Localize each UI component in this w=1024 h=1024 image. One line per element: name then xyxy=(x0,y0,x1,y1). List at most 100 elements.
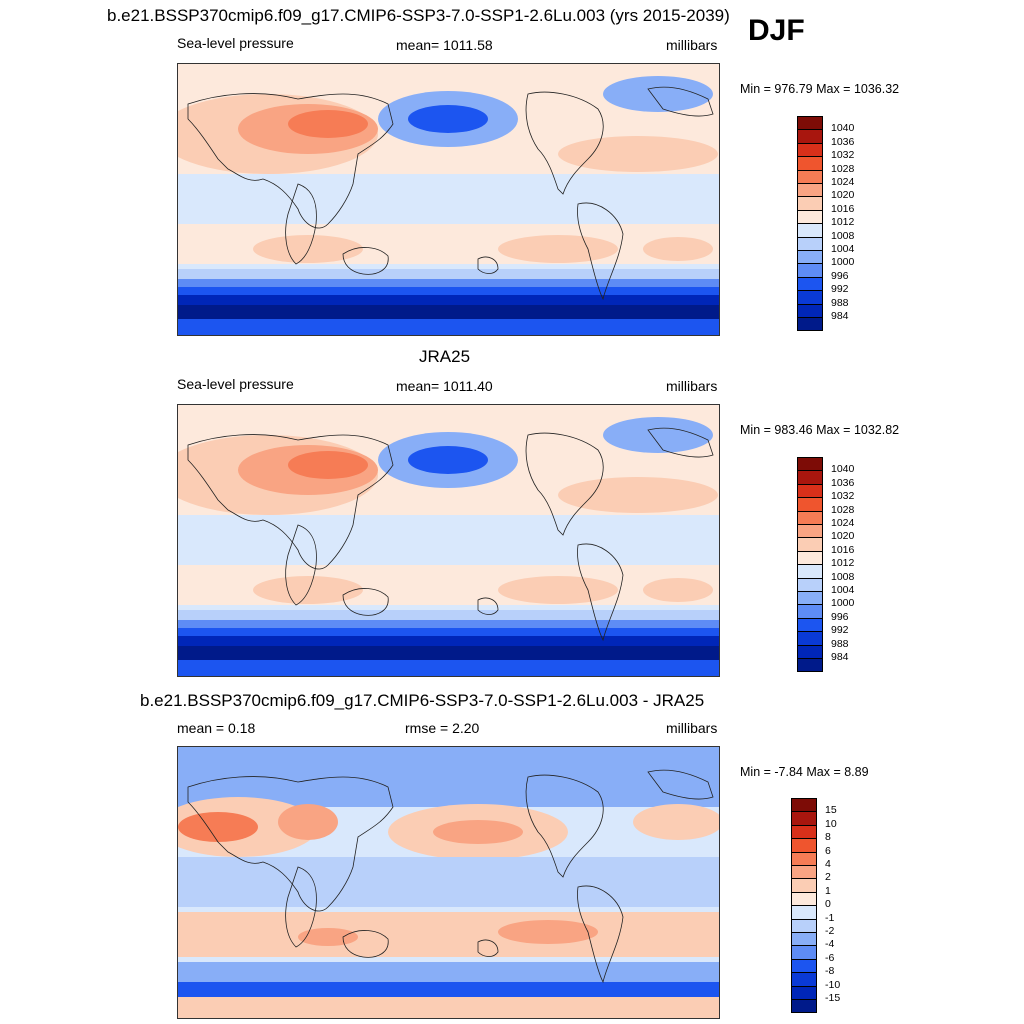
colorbar-tick-label: -15 xyxy=(825,992,841,1004)
colorbar-segment xyxy=(798,250,822,264)
contour-map xyxy=(178,64,719,335)
coastline xyxy=(577,543,624,642)
colorbar-tick-label: 984 xyxy=(831,310,849,322)
colorbar-segment xyxy=(798,497,822,511)
colorbar-tick-label: 8 xyxy=(825,831,831,844)
colorbar-segment xyxy=(792,958,816,973)
colorbar-segment xyxy=(798,183,822,197)
southern-positive-band xyxy=(178,912,719,957)
south-pacific-positive-inner xyxy=(498,920,598,944)
colorbar-segment xyxy=(792,851,816,865)
siberian-high-inner xyxy=(288,451,368,479)
colorbar-segment xyxy=(798,317,822,331)
colorbar-tick-label: 1032 xyxy=(831,490,855,503)
colorbar-segment xyxy=(798,510,822,524)
coastline xyxy=(285,866,317,948)
colorbar-segment xyxy=(798,169,822,183)
colorbar-tick-label: -6 xyxy=(825,951,835,964)
colorbar-segment xyxy=(798,142,822,157)
southern-negative-band xyxy=(178,962,719,982)
coastline xyxy=(647,427,714,458)
coastline xyxy=(525,774,604,878)
colorbar-tick-label: 2 xyxy=(825,871,831,884)
colorbar-tick-label: 0 xyxy=(825,898,831,911)
southern-low-band-4 xyxy=(178,295,719,305)
colorbar-segment xyxy=(792,918,816,932)
colorbar-tick-label: 1032 xyxy=(831,149,855,162)
colorbar-tick-label: 1012 xyxy=(831,216,855,229)
panel-2-units-label: millibars xyxy=(666,378,718,394)
panel-1-mean-label: mean= 1011.58 xyxy=(396,37,493,53)
colorbar-tick-label: -4 xyxy=(825,938,835,951)
colorbar-segment xyxy=(798,577,822,591)
panel-1-minmax: Min = 976.79 Max = 1036.32 xyxy=(740,82,900,96)
colorbar-tick-label: 992 xyxy=(831,624,849,637)
colorbar-segment xyxy=(798,550,822,565)
colorbar-segment xyxy=(798,631,822,645)
colorbar-tick-label: 1004 xyxy=(831,243,855,255)
coastline xyxy=(477,939,499,957)
panel-2-title: JRA25 xyxy=(419,347,471,366)
panel-1-title: b.e21.BSSP370cmip6.f09_g17.CMIP6-SSP3-7.… xyxy=(107,6,730,25)
south-atlantic-high xyxy=(643,237,713,261)
tibet-positive xyxy=(278,804,338,840)
colorbar-segment xyxy=(798,156,822,170)
azores-high xyxy=(558,136,718,172)
colorbar-tick-label: -1 xyxy=(825,911,835,924)
coastline xyxy=(647,86,714,117)
coastline xyxy=(525,432,604,536)
colorbar-tick-label: 1 xyxy=(825,884,831,897)
colorbar-segment xyxy=(792,798,816,812)
colorbar-tick-label: 996 xyxy=(831,610,849,623)
panel-1-units-label: millibars xyxy=(666,37,718,53)
panel-2-mean-label: mean= 1011.40 xyxy=(396,378,493,394)
colorbar-tick-label: 992 xyxy=(831,283,849,296)
colorbar-segment xyxy=(798,617,822,632)
south-indian-positive-inner xyxy=(298,928,358,946)
colorbar-box xyxy=(797,116,823,332)
colorbar-segment xyxy=(792,838,816,852)
colorbar-segment xyxy=(798,457,822,471)
colorbar-tick-label: 996 xyxy=(831,269,849,282)
southern-negative-band-strong xyxy=(178,982,719,997)
southern-low-band-3 xyxy=(178,287,719,295)
north-pacific-positive-inner xyxy=(433,820,523,844)
colorbar-segment xyxy=(792,905,816,919)
icelandic-low xyxy=(603,76,713,112)
colorbar-tick-label: 1016 xyxy=(831,543,855,556)
southern-low-band-5 xyxy=(178,305,719,319)
coastline xyxy=(577,885,624,984)
colorbar-tick-label: 1012 xyxy=(831,557,855,570)
colorbar-tick-label: 1036 xyxy=(831,476,855,489)
colorbar-tick-label: 988 xyxy=(831,637,849,650)
colorbar-tick-label: 6 xyxy=(825,844,831,857)
colorbar-tick-label: 1004 xyxy=(831,584,855,596)
southern-low-band-1 xyxy=(178,269,719,279)
colorbar-tick-label: 1000 xyxy=(831,256,855,269)
north-atlantic-positive xyxy=(633,804,719,840)
colorbar-segment xyxy=(798,290,822,304)
coastline xyxy=(477,597,499,615)
panel-2-minmax: Min = 983.46 Max = 1032.82 xyxy=(740,423,900,437)
southern-low-band-4 xyxy=(178,636,719,646)
coastline xyxy=(187,776,394,912)
colorbar-box xyxy=(791,798,817,1014)
colorbar-tick-label: 1000 xyxy=(831,597,855,610)
colorbar-segment xyxy=(798,564,822,578)
colorbar-tick-label: 4 xyxy=(825,858,831,870)
southern-low-band-2 xyxy=(178,279,719,287)
panel-3-mean-label: mean = 0.18 xyxy=(177,720,256,736)
season-label: DJF xyxy=(748,14,805,47)
colorbar-segment xyxy=(798,470,822,484)
southern-low-band-3 xyxy=(178,628,719,636)
coastline xyxy=(577,202,624,301)
panel-2-variable-label: Sea-level pressure xyxy=(177,376,294,392)
colorbar-segment xyxy=(798,537,822,551)
southern-low-band-1 xyxy=(178,610,719,620)
colorbar-tick-label: 1028 xyxy=(831,162,855,175)
coastline xyxy=(342,247,389,275)
panel-3-minmax: Min = -7.84 Max = 8.89 xyxy=(740,765,869,779)
coastline xyxy=(525,91,604,195)
colorbar-segment xyxy=(798,116,822,130)
colorbar-segment xyxy=(798,276,822,291)
